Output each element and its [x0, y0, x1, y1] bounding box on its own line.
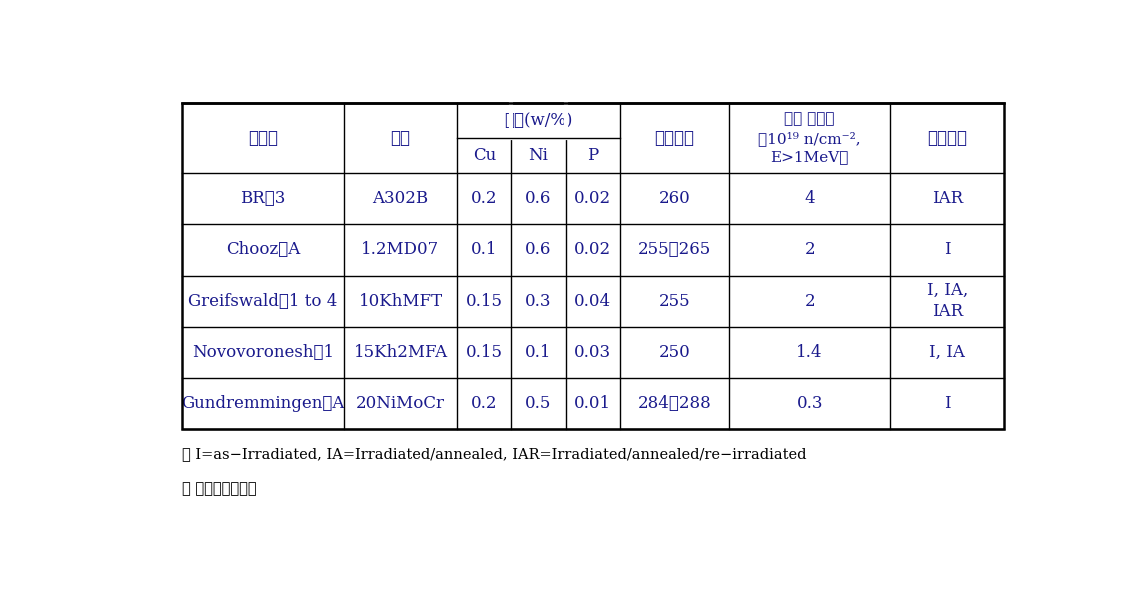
Text: Cu: Cu — [473, 147, 496, 164]
Text: A302B: A302B — [373, 190, 429, 207]
Text: 0.6: 0.6 — [526, 190, 552, 207]
Text: Chooz－A: Chooz－A — [226, 241, 300, 258]
Text: 1.4: 1.4 — [797, 344, 823, 361]
Text: I: I — [944, 241, 951, 258]
Text: 입대 조사량
（10¹⁹ n/cm⁻²,
E>1MeV）: 입대 조사량 （10¹⁹ n/cm⁻², E>1MeV） — [758, 112, 861, 164]
Text: BR－3: BR－3 — [241, 190, 286, 207]
Text: 0.2: 0.2 — [471, 395, 498, 412]
Text: 0.1: 0.1 — [526, 344, 552, 361]
Text: 0.5: 0.5 — [526, 395, 552, 412]
Text: 0.15: 0.15 — [466, 292, 503, 309]
Text: ※ 검증시험（－）: ※ 검증시험（－） — [182, 483, 256, 497]
Bar — [182, 103, 1004, 429]
Text: 0.3: 0.3 — [526, 292, 552, 309]
Text: 2: 2 — [805, 292, 815, 309]
Text: 조사온도: 조사온도 — [654, 130, 694, 147]
Text: 0.02: 0.02 — [575, 241, 611, 258]
Text: 250: 250 — [659, 344, 690, 361]
Text: 0.2: 0.2 — [471, 190, 498, 207]
Text: P: P — [587, 147, 598, 164]
Text: 284－288: 284－288 — [637, 395, 711, 412]
Text: 0.1: 0.1 — [471, 241, 498, 258]
Text: 샘플상태: 샘플상태 — [927, 130, 967, 147]
Text: 0.3: 0.3 — [797, 395, 823, 412]
Text: 10KhMFT: 10KhMFT — [358, 292, 442, 309]
Text: 0.02: 0.02 — [575, 190, 611, 207]
Text: 재료: 재료 — [391, 130, 410, 147]
Text: 0.15: 0.15 — [466, 344, 503, 361]
Text: 0.6: 0.6 — [526, 241, 552, 258]
Text: I: I — [944, 395, 951, 412]
Text: Ni: Ni — [529, 147, 548, 164]
Text: 15Kh2MFA: 15Kh2MFA — [353, 344, 448, 361]
Text: 0.04: 0.04 — [575, 292, 611, 309]
Text: I, IA,
IAR: I, IA, IAR — [927, 282, 968, 320]
Text: 조성(w/%): 조성(w/%) — [504, 112, 572, 130]
Text: ※ I=as−Irradiated, IA=Irradiated/annealed, IAR=Irradiated/annealed/re−irradiated: ※ I=as−Irradiated, IA=Irradiated/anneale… — [182, 447, 807, 461]
Text: IAR: IAR — [931, 190, 962, 207]
Text: 4: 4 — [805, 190, 815, 207]
Text: 0.03: 0.03 — [575, 344, 611, 361]
Text: 0.01: 0.01 — [575, 395, 611, 412]
Text: 발전소: 발전소 — [249, 130, 278, 147]
Text: 260: 260 — [659, 190, 690, 207]
Text: 2: 2 — [805, 241, 815, 258]
Text: Gundremmingen－A: Gundremmingen－A — [181, 395, 344, 412]
Text: 255－265: 255－265 — [637, 241, 711, 258]
Text: Novovoronesh－1: Novovoronesh－1 — [192, 344, 334, 361]
Text: 20NiMoCr: 20NiMoCr — [356, 395, 445, 412]
Text: Greifswald－1 to 4: Greifswald－1 to 4 — [188, 292, 337, 309]
Text: I, IA: I, IA — [929, 344, 966, 361]
Text: 1.2MD07: 1.2MD07 — [361, 241, 440, 258]
Text: 255: 255 — [659, 292, 690, 309]
